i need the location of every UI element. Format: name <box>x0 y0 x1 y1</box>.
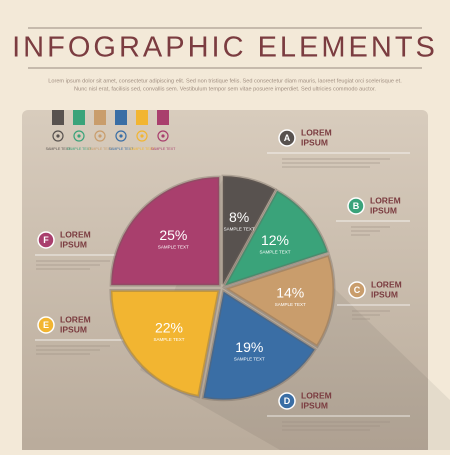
pie-slice <box>221 174 278 285</box>
callout-badge <box>278 392 296 410</box>
pie-slice <box>221 188 330 289</box>
callout-title: LOREM <box>371 279 402 289</box>
callout-badge <box>37 316 55 334</box>
slice-note: SAMPLE TEXT <box>234 356 265 361</box>
icon <box>94 130 106 142</box>
callout-badge <box>347 197 365 215</box>
slice-label: 8% <box>229 209 249 225</box>
icon-tab <box>136 110 148 125</box>
callout-letter: B <box>353 201 360 211</box>
slice-note: SAMPLE TEXT <box>260 249 291 254</box>
icon-label: SAMPLE TEXT <box>46 147 72 151</box>
slice-label: 19% <box>235 339 263 355</box>
panel <box>22 110 428 455</box>
pie-slice <box>109 289 221 399</box>
pie-slice <box>109 175 221 287</box>
icon-dot <box>140 134 144 138</box>
pie-slice <box>222 253 336 349</box>
icon-label: SAMPLE TEXT <box>109 147 135 151</box>
subtitle: Nunc nisl erat, facilisis sed, convallis… <box>74 86 376 92</box>
subtitle: Lorem ipsum dolor sit amet, consectetur … <box>48 78 402 84</box>
icon-tab <box>157 110 169 125</box>
callout-badge <box>348 281 366 299</box>
slice-label: 25% <box>159 227 187 243</box>
icon <box>157 130 169 142</box>
icon-tab <box>94 110 106 125</box>
slice-label: 14% <box>276 284 304 300</box>
callout-title: IPSUM <box>370 205 397 215</box>
callout-letter: F <box>43 235 49 245</box>
slice-note: SAMPLE TEXT <box>158 245 189 250</box>
slice-label: 12% <box>261 232 289 248</box>
callout-title: IPSUM <box>60 324 87 334</box>
icon-dot <box>119 134 123 138</box>
callout-title: IPSUM <box>301 400 328 410</box>
slice-note: SAMPLE TEXT <box>154 337 185 342</box>
icon-tab <box>115 110 127 125</box>
icon <box>136 130 148 142</box>
icon-tab <box>52 110 64 125</box>
callout-title: LOREM <box>301 390 332 400</box>
icon-label: SAMPLE TEXT <box>67 147 93 151</box>
callout-title: LOREM <box>301 127 332 137</box>
callout-title: LOREM <box>60 229 91 239</box>
icon-dot <box>98 134 102 138</box>
callout-title: LOREM <box>370 195 401 205</box>
callout-title: IPSUM <box>60 239 87 249</box>
callout-badge <box>37 231 55 249</box>
callout-title: IPSUM <box>371 289 398 299</box>
slice-note: SAMPLE TEXT <box>275 302 306 307</box>
icon <box>73 130 85 142</box>
title: INFOGRAPHIC ELEMENTS <box>12 32 438 64</box>
icon-label: SAMPLE TEXT <box>88 147 114 151</box>
callout-letter: D <box>284 396 291 406</box>
callout-title: LOREM <box>60 314 91 324</box>
slice-note: SAMPLE TEXT <box>224 227 255 232</box>
icon-dot <box>77 134 81 138</box>
icon <box>115 130 127 142</box>
callout-letter: E <box>43 320 49 330</box>
icon-dot <box>56 134 60 138</box>
icon-dot <box>161 134 165 138</box>
icon-label: SAMPLE TEXT <box>130 147 156 151</box>
slice-label: 22% <box>155 320 183 336</box>
icon-label: SAMPLE TEXT <box>151 147 177 151</box>
icon <box>52 130 64 142</box>
callout-title: IPSUM <box>301 137 328 147</box>
callout-letter: A <box>284 133 291 143</box>
pie-slice <box>201 289 317 402</box>
callout-letter: C <box>354 285 361 295</box>
icon-tab <box>73 110 85 125</box>
callout-badge <box>278 129 296 147</box>
